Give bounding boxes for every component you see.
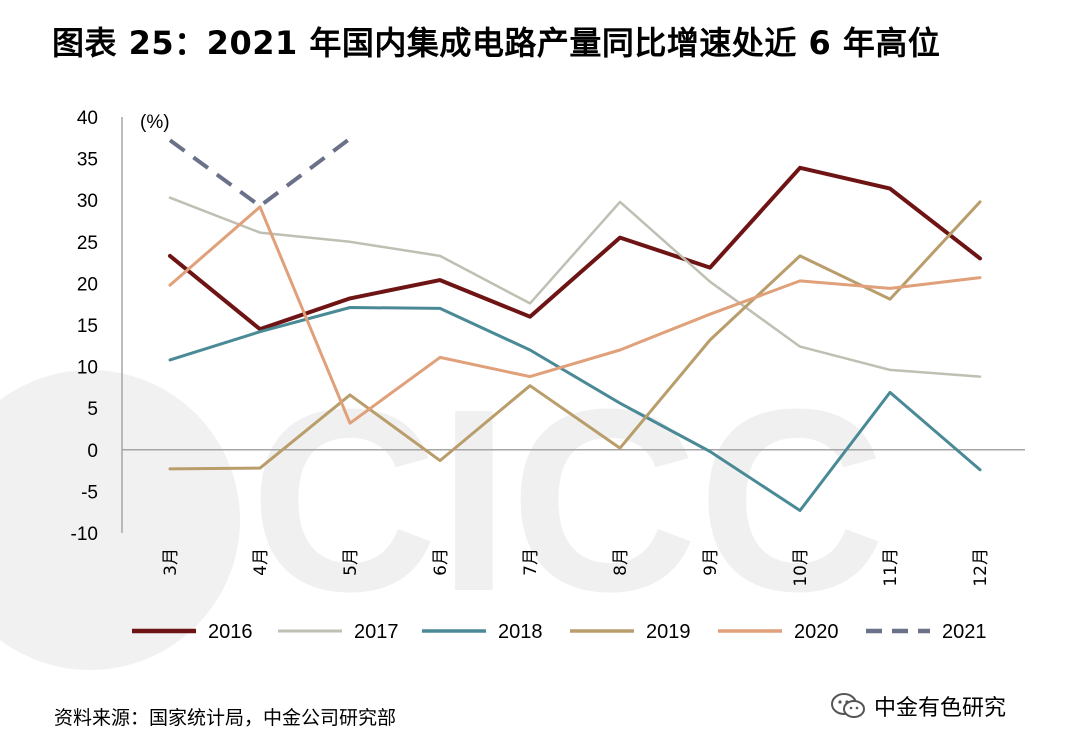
y-tick-label: 15 bbox=[77, 316, 98, 337]
series-line-2018 bbox=[168, 306, 982, 512]
series-line-2016 bbox=[168, 165, 982, 332]
y-tick-label: 25 bbox=[77, 233, 98, 254]
series-line-2019 bbox=[168, 200, 982, 471]
x-tick-label: 12月 bbox=[971, 548, 991, 587]
legend-label-2016: 2016 bbox=[208, 621, 253, 643]
legend-label-2017: 2017 bbox=[354, 621, 399, 643]
series-line-2017 bbox=[168, 196, 982, 378]
x-tick-label: 6月 bbox=[431, 548, 451, 576]
y-axis-unit-label: (%) bbox=[140, 112, 170, 133]
line-chart: 40 35 30 25 20 15 10 5 0 -5 -10 (%) 3月 4月 5月 6月 7月 8月 9月 10… bbox=[71, 108, 1025, 643]
x-tick-label: 11月 bbox=[881, 548, 901, 587]
wechat-icon bbox=[831, 693, 865, 718]
brand-label: 中金有色研究 bbox=[874, 696, 1007, 721]
legend-label-2018: 2018 bbox=[498, 621, 543, 643]
legend-label-2019: 2019 bbox=[646, 621, 691, 643]
y-tick-label: 35 bbox=[77, 150, 98, 171]
x-tick-label: 4月 bbox=[251, 548, 271, 576]
brand-mark: 中金有色研究 bbox=[830, 690, 1006, 722]
y-tick-label: 0 bbox=[87, 441, 98, 462]
source-note: 资料来源：国家统计局，中金公司研究部 bbox=[54, 707, 397, 729]
x-tick-label: 5月 bbox=[341, 548, 361, 576]
x-tick-label: 9月 bbox=[701, 548, 721, 576]
y-tick-label: 10 bbox=[77, 358, 98, 379]
x-tick-label: 8月 bbox=[611, 548, 631, 576]
y-tick-label: 30 bbox=[77, 191, 98, 212]
figure-title: 图表 25：2021 年国内集成电路产量同比增速处近 6 年高位 bbox=[52, 24, 941, 62]
y-tick-label: -10 bbox=[71, 524, 98, 545]
x-tick-label: 10月 bbox=[791, 548, 811, 587]
x-tick-label: 3月 bbox=[161, 548, 181, 576]
y-tick-label: -5 bbox=[81, 482, 98, 503]
y-tick-label: 5 bbox=[87, 399, 98, 420]
series-line-2021 bbox=[168, 136, 352, 208]
series-line-2020 bbox=[168, 205, 982, 425]
legend-label-2020: 2020 bbox=[794, 621, 839, 643]
y-tick-label: 40 bbox=[77, 108, 98, 129]
y-tick-label: 20 bbox=[77, 274, 98, 295]
x-tick-label: 7月 bbox=[521, 548, 541, 576]
legend-label-2021: 2021 bbox=[942, 621, 987, 643]
